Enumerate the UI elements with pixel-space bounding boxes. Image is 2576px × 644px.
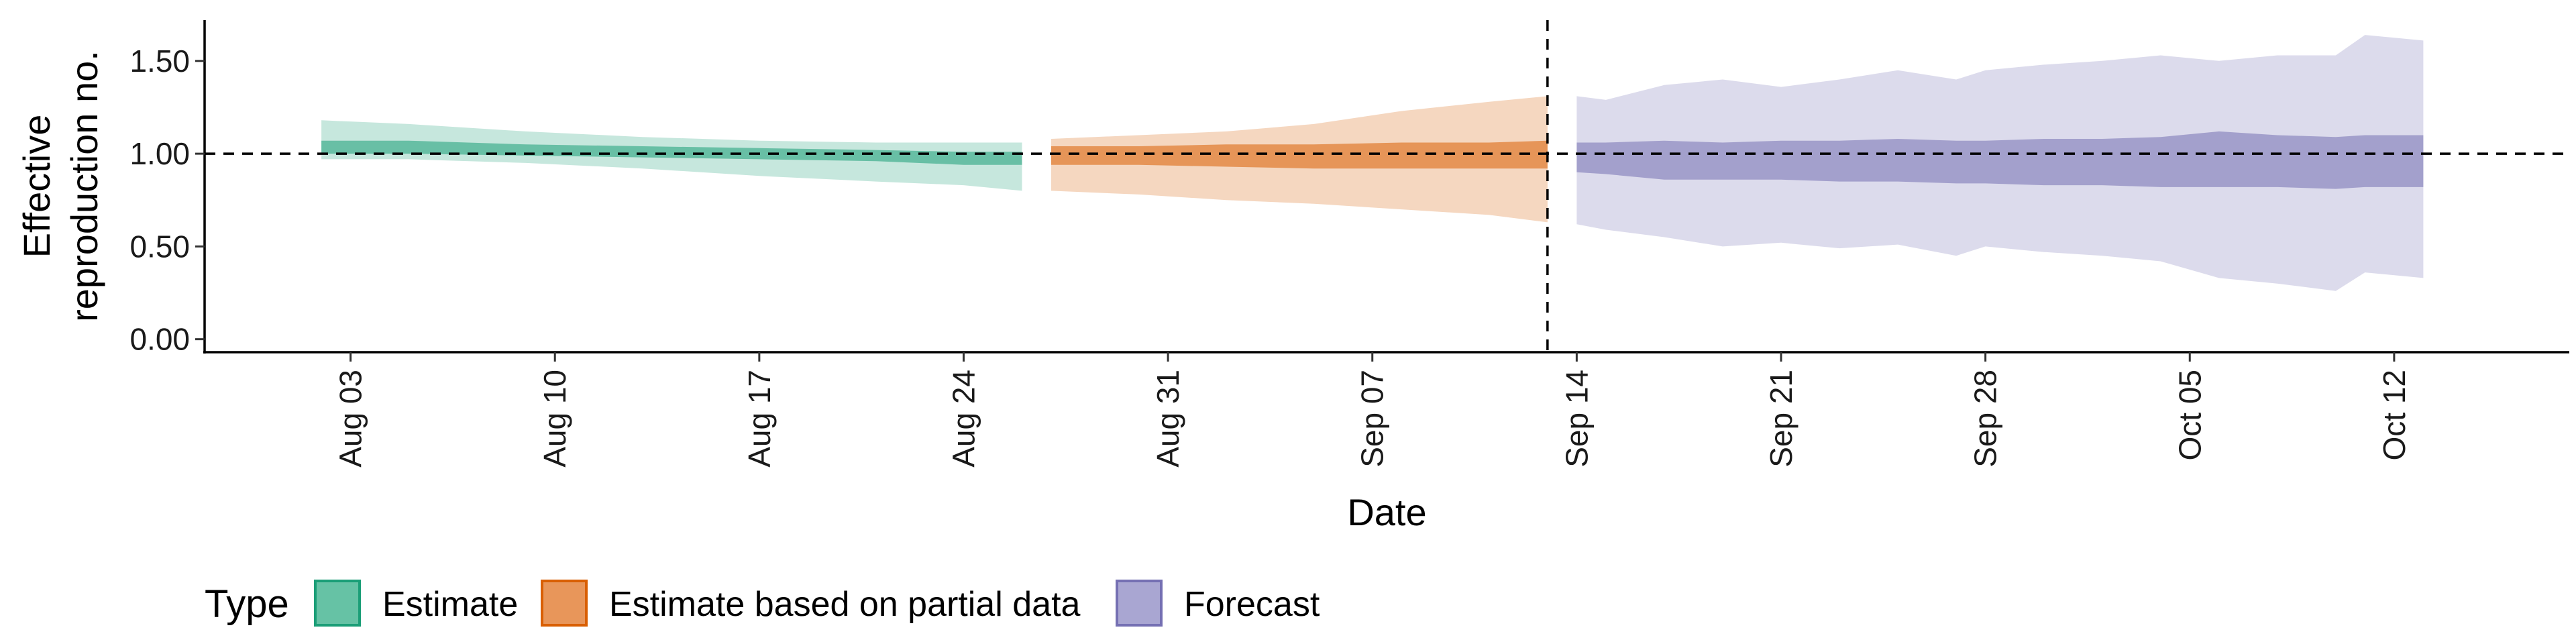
y-tick-label: 1.50 [129,44,190,78]
axes: 0.00 0.50 1.00 1.50 Aug 03 Aug 10 Aug 17 Aug 24… [15,20,2569,533]
legend: Type Estimate Estimate based on partial da… [205,580,1320,627]
legend-swatch-estimate-based-on-partial-data [541,580,588,627]
x-tick-label: Oct 05 [2172,370,2207,461]
x-tick-label: Aug 17 [742,370,777,468]
y-axis-title-line-2: reproduction no. [63,50,105,322]
x-tick-label: Aug 24 [946,370,981,468]
x-tick-label: Oct 12 [2377,370,2412,461]
ribbon-50-estimate [321,140,1022,165]
y-axis-title-line-1: Effective [15,115,58,258]
x-tick-label: Aug 31 [1150,370,1185,468]
legend-swatch-estimate [314,580,361,627]
x-tick-label: Aug 03 [333,370,368,468]
ribbon-50-forecast [1576,131,2424,189]
legend-swatch-forecast [1116,580,1163,627]
x-tick-label: Sep 07 [1355,370,1390,468]
legend-label-estimate: Estimate [382,585,518,624]
x-tick-label: Sep 21 [1764,370,1799,468]
ribbon-layer [321,35,2424,291]
y-tick-label: 0.00 [129,322,190,357]
x-tick-label: Aug 10 [537,370,572,468]
legend-label-forecast: Forecast [1184,585,1320,624]
x-axis-title: Date [1347,491,1426,533]
y-tick-label: 0.50 [129,229,190,264]
legend-title: Type [205,582,289,626]
y-tick-label: 1.00 [129,136,190,171]
x-tick-label: Sep 14 [1559,370,1594,468]
legend-label-estimate-based-on-partial-data: Estimate based on partial data [609,585,1081,624]
x-tick-label: Sep 28 [1968,370,2003,468]
